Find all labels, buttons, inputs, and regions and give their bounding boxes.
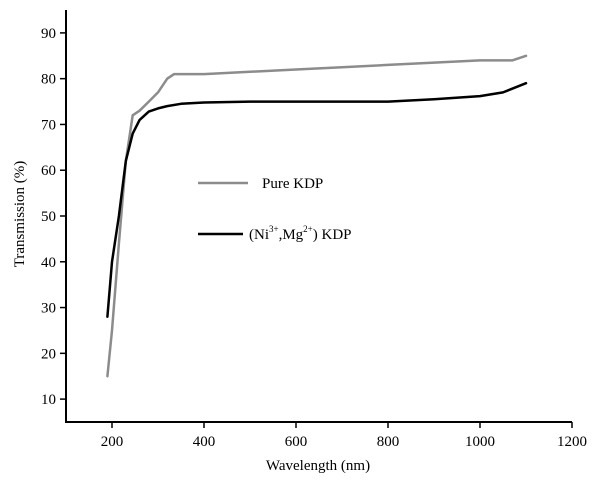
- x-ticks: 200 400 600 800 1000 1200: [101, 422, 587, 450]
- y-tick-label-70: 70: [41, 117, 56, 133]
- legend-doped-close: ) KDP: [313, 227, 352, 243]
- y-tick-label-30: 30: [41, 301, 56, 317]
- x-tick-label-1200: 1200: [557, 434, 587, 450]
- x-tick-label-800: 800: [377, 434, 400, 450]
- legend-label-doped-kdp: (Ni3+,Mg2+) KDP: [249, 224, 352, 243]
- legend-doped-sup2: 2+: [303, 224, 313, 234]
- y-tick-label-40: 40: [41, 255, 56, 271]
- y-tick-label-90: 90: [41, 26, 56, 42]
- legend-label-pure-kdp: Pure KDP: [262, 176, 323, 192]
- y-tick-label-80: 80: [41, 72, 56, 88]
- axes: [65, 10, 572, 423]
- y-tick-label-60: 60: [41, 163, 56, 179]
- y-ticks: 10 20 30 40 50 60 70 80 90: [41, 26, 66, 408]
- series-line-pure-kdp: [106, 54, 528, 378]
- x-tick-label-1000: 1000: [465, 434, 495, 450]
- legend: Pure KDP (Ni3+,Mg2+) KDP: [198, 176, 352, 243]
- y-tick-label-10: 10: [41, 392, 56, 408]
- legend-doped-mid: ,Mg: [279, 227, 304, 243]
- x-tick-label-200: 200: [101, 434, 124, 450]
- x-tick-label-400: 400: [193, 434, 216, 450]
- legend-doped-sup1: 3+: [269, 224, 279, 234]
- x-tick-label-600: 600: [285, 434, 308, 450]
- series-line-doped-kdp: [106, 81, 528, 318]
- y-axis-title: Transmission (%): [12, 161, 28, 268]
- series-layer: [106, 54, 528, 378]
- legend-doped-open: (Ni: [249, 227, 269, 243]
- y-tick-label-20: 20: [41, 346, 56, 362]
- y-tick-label-50: 50: [41, 209, 56, 225]
- x-axis-title: Wavelength (nm): [266, 458, 370, 474]
